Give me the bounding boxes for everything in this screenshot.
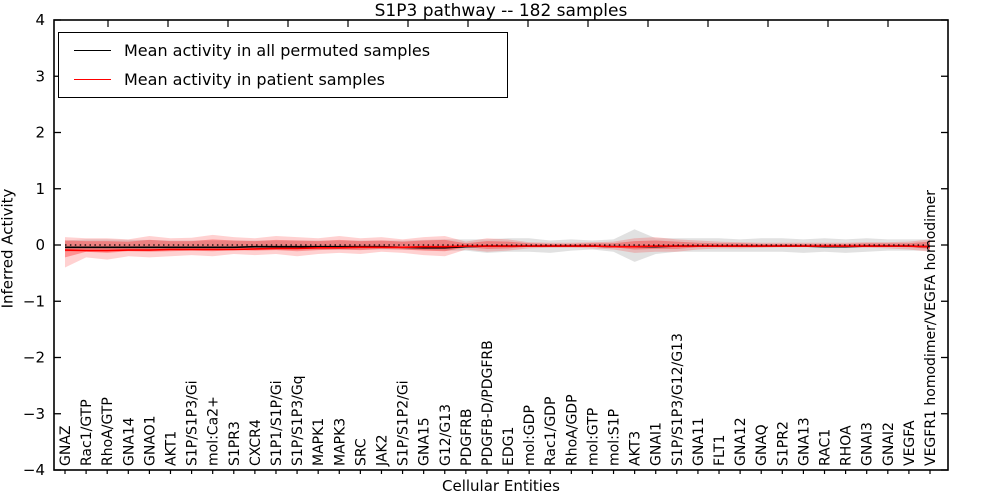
legend-item-permuted: Mean activity in all permuted samples [59, 36, 507, 65]
x-tick-label: GNA11 [691, 417, 707, 466]
x-tick-label: S1P/S1P3/Gi [185, 380, 201, 466]
x-tick-label: JAK2 [375, 434, 391, 467]
x-tick-label: MAPK3 [332, 418, 348, 466]
x-tick-label: RHOA [839, 425, 855, 466]
y-tick-label: 4 [35, 11, 45, 29]
legend-label-permuted: Mean activity in all permuted samples [124, 41, 431, 60]
x-tick-label: mol:S1P [607, 409, 623, 466]
y-tick-label: −1 [23, 292, 45, 310]
x-tick-label: Rac1/GTP [79, 399, 95, 466]
patient-mean-line [64, 245, 931, 252]
x-tick-label: GNA14 [121, 417, 137, 466]
x-tick-label: mol:GTP [585, 408, 601, 466]
x-tick-label: S1P1/S1P/Gi [269, 380, 285, 466]
y-tick-label: 1 [35, 180, 45, 198]
x-tick-label: PDGFB-D/PDGFRB [480, 340, 496, 466]
y-tick-label: −3 [23, 405, 45, 423]
x-tick-label: EDG1 [501, 427, 517, 466]
y-tick-label: 2 [35, 124, 45, 142]
x-tick-label: VEGFA [902, 420, 918, 466]
x-tick-label: GNA12 [733, 417, 749, 466]
legend: Mean activity in all permuted samples Me… [58, 32, 508, 98]
y-tick-label: −4 [23, 461, 45, 479]
patient-line-sample-icon [74, 79, 111, 80]
x-tick-label: GNA15 [417, 417, 433, 466]
y-tick-label: 3 [35, 67, 45, 85]
x-tick-label: FLT1 [712, 435, 728, 466]
x-tick-label: RAC1 [818, 429, 834, 466]
x-tick-label: RhoA/GTP [100, 397, 116, 466]
x-tick-label: CXCR4 [248, 419, 264, 466]
x-tick-label: SRC [353, 438, 369, 466]
x-tick-label: GNAQ [754, 424, 770, 466]
y-tick-label: −2 [23, 349, 45, 367]
patient-spread-inner-band [65, 239, 930, 258]
x-tick-label: AKT1 [164, 431, 180, 466]
x-tick-label: S1P/S1P3/G12/G13 [670, 333, 686, 466]
patient-spread-outer-band [65, 234, 930, 268]
x-tick-label: VEGFR1 homodimer/VEGFA homodimer [923, 190, 939, 466]
x-tick-label: S1PR2 [775, 421, 791, 466]
x-axis-label: Cellular Entities [442, 477, 560, 495]
x-tick-label: GNA13 [796, 417, 812, 466]
legend-label-patient: Mean activity in patient samples [124, 70, 385, 89]
x-tick-label: mol:Ca2+ [206, 396, 222, 466]
x-tick-label: G12/G13 [438, 404, 454, 466]
x-tick-label: RhoA/GDP [564, 394, 580, 466]
legend-item-patient: Mean activity in patient samples [59, 65, 507, 94]
x-tick-label: AKT3 [628, 431, 644, 466]
x-tick-label: mol:GDP [522, 405, 538, 466]
chart-title: S1P3 pathway -- 182 samples [374, 1, 628, 21]
x-tick-label: Rac1/GDP [543, 397, 559, 466]
x-tick-label: S1PR3 [227, 421, 243, 466]
y-tick-label: 0 [35, 236, 45, 254]
x-tick-label: GNAI3 [860, 422, 876, 466]
x-tick-label: GNAO1 [142, 415, 158, 466]
y-axis-label: Inferred Activity [0, 188, 17, 309]
x-tick-label: S1P/S1P2/Gi [396, 380, 412, 466]
x-tick-label: S1P/S1P3/Gq [290, 375, 306, 466]
permuted-line-sample-icon [74, 50, 111, 51]
x-tick-label: MAPK1 [311, 418, 327, 466]
x-tick-label: GNAI2 [881, 422, 897, 466]
x-tick-label: PDGFRB [459, 409, 475, 466]
x-tick-label: GNAI1 [649, 422, 665, 466]
x-tick-label: GNAZ [58, 426, 74, 467]
